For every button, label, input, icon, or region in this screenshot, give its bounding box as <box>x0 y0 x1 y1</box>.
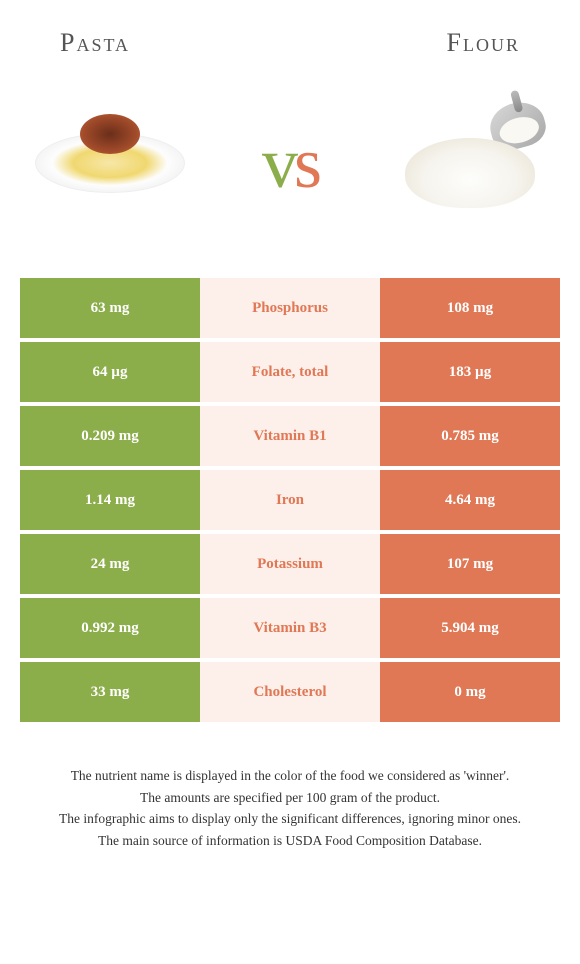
images-row: vs <box>0 68 580 268</box>
footer-line: The amounts are specified per 100 gram o… <box>20 788 560 808</box>
header: Pasta Flour <box>0 0 580 68</box>
nutrient-label: Folate, total <box>200 342 380 402</box>
nutrient-label: Vitamin B3 <box>200 598 380 658</box>
pasta-image <box>30 93 190 233</box>
left-value: 1.14 mg <box>20 470 200 530</box>
right-value: 0.785 mg <box>380 406 560 466</box>
footer-line: The nutrient name is displayed in the co… <box>20 766 560 786</box>
right-value: 183 µg <box>380 342 560 402</box>
table-row: 63 mgPhosphorus108 mg <box>20 278 560 338</box>
table-row: 0.992 mgVitamin B35.904 mg <box>20 598 560 658</box>
nutrient-label: Vitamin B1 <box>200 406 380 466</box>
left-food-title: Pasta <box>60 28 130 58</box>
table-row: 33 mgCholesterol0 mg <box>20 662 560 722</box>
left-value: 64 µg <box>20 342 200 402</box>
table-row: 24 mgPotassium107 mg <box>20 534 560 594</box>
pasta-plate-icon <box>35 133 185 193</box>
flour-heap-icon <box>405 138 535 208</box>
footer-notes: The nutrient name is displayed in the co… <box>0 726 580 850</box>
left-value: 0.992 mg <box>20 598 200 658</box>
right-value: 4.64 mg <box>380 470 560 530</box>
left-value: 0.209 mg <box>20 406 200 466</box>
left-value: 63 mg <box>20 278 200 338</box>
vs-label: vs <box>262 122 318 205</box>
nutrient-label: Phosphorus <box>200 278 380 338</box>
left-value: 24 mg <box>20 534 200 594</box>
flour-image <box>390 93 550 233</box>
nutrient-table: 63 mgPhosphorus108 mg64 µgFolate, total1… <box>20 278 560 722</box>
table-row: 1.14 mgIron4.64 mg <box>20 470 560 530</box>
footer-line: The main source of information is USDA F… <box>20 831 560 851</box>
nutrient-label: Potassium <box>200 534 380 594</box>
vs-s: s <box>294 123 318 203</box>
right-value: 5.904 mg <box>380 598 560 658</box>
right-value: 108 mg <box>380 278 560 338</box>
table-row: 0.209 mgVitamin B10.785 mg <box>20 406 560 466</box>
right-food-title: Flour <box>447 28 520 58</box>
footer-line: The infographic aims to display only the… <box>20 809 560 829</box>
table-row: 64 µgFolate, total183 µg <box>20 342 560 402</box>
vs-v: v <box>262 123 294 203</box>
nutrient-label: Iron <box>200 470 380 530</box>
flour-pile-icon <box>400 118 540 208</box>
nutrient-label: Cholesterol <box>200 662 380 722</box>
right-value: 107 mg <box>380 534 560 594</box>
left-value: 33 mg <box>20 662 200 722</box>
right-value: 0 mg <box>380 662 560 722</box>
